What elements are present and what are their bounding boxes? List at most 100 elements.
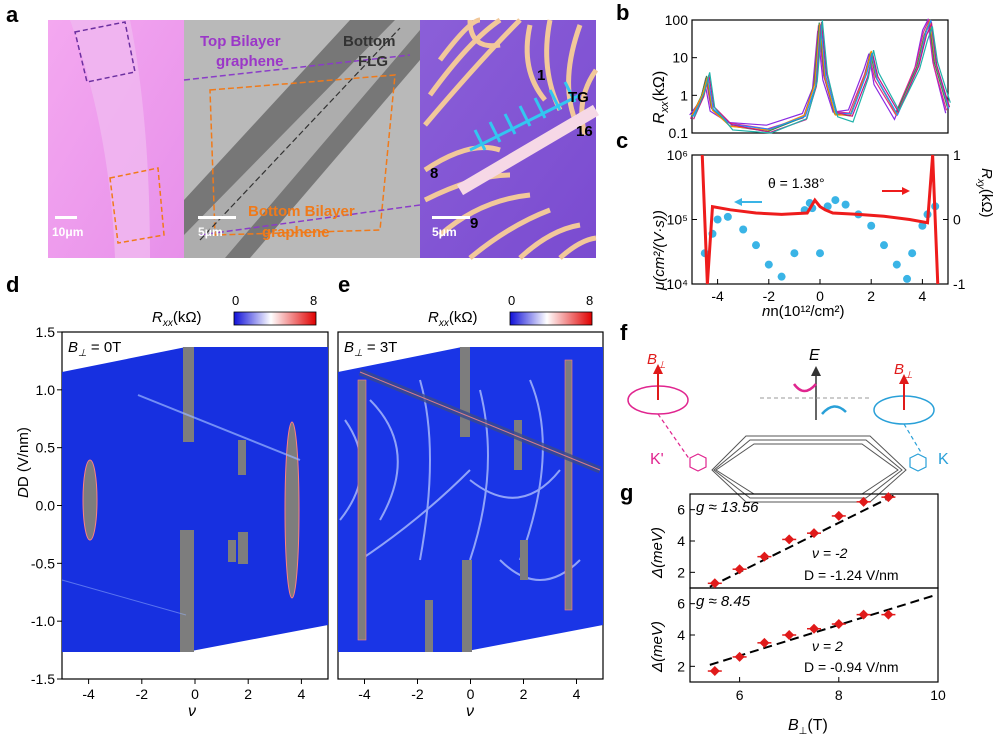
panel-label-c: c: [616, 128, 628, 153]
colorbar-min-e: 0: [508, 293, 515, 308]
g-data-point: [883, 609, 894, 620]
c-xtick-label: 2: [867, 288, 875, 304]
d-ytick-label: -0.5: [31, 555, 55, 571]
b-label-right: B⊥: [894, 361, 913, 381]
theta-label: θ = 1.38°: [768, 175, 825, 191]
hexagon-bands: [711, 435, 907, 503]
optical-image-1: 10μm: [48, 20, 184, 258]
contact-1-label: 1: [537, 67, 545, 84]
mobility-point: [841, 200, 850, 209]
g-data-point: [759, 551, 770, 562]
e-axes-xtick-label: -2: [411, 686, 424, 702]
g-data-point: [833, 619, 844, 630]
b-ytick-label: 10: [672, 50, 688, 66]
bottom-bilayer-outline-2: [209, 74, 396, 236]
c-xtick-label: -4: [711, 288, 724, 304]
top-bilayer-outline: [74, 21, 136, 83]
panel-e-plot: Rxx(kΩ) 0 8 B⊥ = 3T -4 -2 0 2 4 ν: [337, 293, 604, 720]
nu-top: ν = -2: [812, 545, 848, 561]
g-ytick-label: 6: [677, 502, 685, 518]
g-data-point: [709, 666, 720, 677]
g-ytick-label: 6: [677, 596, 685, 612]
e-axes-xtick-label: 0: [467, 686, 475, 702]
mobility-point: [790, 249, 799, 258]
d-bottom: D = -0.94 V/nm: [804, 659, 899, 675]
mobility-point: [723, 212, 732, 221]
panel-g-ylabel-top: Δ(meV): [649, 527, 666, 579]
k-band: [821, 405, 847, 415]
g-data-point: [858, 496, 869, 507]
panel-f-diagram: E B⊥ K' B⊥ K: [627, 347, 949, 503]
g-data-point: [784, 534, 795, 545]
e-axes-xtick-label: 4: [573, 686, 581, 702]
c-xtick-label: -2: [763, 288, 776, 304]
top-bilayer-label: Top Bilayer: [200, 33, 281, 50]
mobility-point: [880, 241, 888, 250]
colorbar-label-d: Rxx(kΩ): [152, 309, 202, 329]
g-ytick-label: 4: [677, 533, 685, 549]
mobility-point: [918, 221, 927, 230]
g-data-point: [833, 510, 844, 521]
g-data-point: [809, 623, 819, 634]
colorbar-d: [233, 311, 317, 326]
d-top: D = -1.24 V/nm: [804, 567, 899, 583]
mobility-point: [908, 249, 917, 258]
g-xtick-label: 6: [736, 687, 744, 703]
c-ytick-right-label: -1: [953, 276, 966, 292]
panel-c-xlabel: nn(10¹²/cm²): [762, 303, 845, 320]
c-ytick-left-label: 10⁵: [667, 212, 688, 228]
panel-c-ylabel-right: Rxy(kΩ): [975, 168, 995, 218]
panel-g-ylabel-bottom: Δ(meV): [649, 621, 666, 673]
panel-c-plot: μ(cm²/(V·s)) Rxy(kΩ) θ = 1.38° -4 -2 0 2 4 10…: [651, 147, 995, 320]
g-data-point: [734, 564, 745, 575]
bottom-bilayer-label: Bottom Bilayer: [248, 203, 355, 220]
contact-9-label: 9: [470, 215, 478, 232]
mobility-point: [764, 260, 773, 269]
mobility-point: [867, 221, 876, 230]
d-ytick-label: 1.0: [36, 382, 56, 398]
panel-d-plot: Rxx(kΩ) 0 8 B⊥ = 0T -4 -2 0 2 4 1.5 1.0 0.5 0.0 -…: [15, 293, 329, 720]
panel-g-plot: Δ(meV) Δ(meV) g ≈ 13.56 ν = -2 D = -1.24…: [649, 492, 946, 737]
mobility-point: [777, 272, 786, 281]
g-data-point: [759, 637, 770, 648]
d-axes-xtick-label: 0: [191, 686, 199, 702]
b-series-line: [689, 17, 947, 126]
g-ytick-label: 2: [677, 564, 685, 580]
panel-c-ylabel-left: μ(cm²/(V·s)): [651, 210, 668, 291]
g-data-point: [883, 492, 894, 503]
k-prime-label: K': [650, 451, 664, 468]
d-axes-xtick-label: -4: [82, 686, 95, 702]
colorbar-e: [509, 311, 593, 326]
field-label-d: B⊥ = 0T: [68, 339, 121, 359]
g-factor-top: g ≈ 13.56: [696, 499, 759, 516]
e-axes-xtick-label: 2: [520, 686, 528, 702]
nu-bottom: ν = 2: [812, 638, 843, 654]
mobility-point: [739, 225, 748, 234]
top-bilayer-label-2: graphene: [216, 53, 284, 70]
c-xtick-label: 4: [919, 288, 927, 304]
bottom-bilayer-label-2: graphene: [262, 224, 330, 241]
e-axes-xtick-label: -4: [358, 686, 371, 702]
g-ytick-label: 2: [677, 658, 685, 674]
g-data-point: [809, 528, 819, 539]
c-ytick-left-label: 10⁶: [667, 147, 688, 163]
g-xtick-label: 8: [835, 687, 843, 703]
c-xtick-label: 0: [816, 288, 824, 304]
mobility-point: [892, 260, 901, 269]
g-data-point: [858, 609, 869, 620]
k-prime-band: [792, 383, 817, 393]
b-label-left: B⊥: [647, 351, 666, 371]
g-data-point: [784, 630, 795, 640]
g-data-point: [734, 651, 745, 662]
scale-label-3: 5μm: [432, 225, 457, 239]
scale-bar: [55, 216, 77, 219]
colorbar-max-d: 8: [310, 293, 317, 308]
d-ytick-label: 0.5: [36, 440, 56, 456]
field-label-e: B⊥ = 3T: [344, 339, 397, 359]
d-ytick-label: 1.5: [36, 324, 56, 340]
optical-image-2: 5μm Top Bilayer graphene Bottom FLG Bott…: [183, 20, 421, 258]
g-factor-bottom: g ≈ 8.45: [696, 593, 751, 610]
scale-label-2: 5μm: [198, 225, 223, 239]
optical-image-3: 5μm 1 TG 16 8 9: [420, 17, 600, 260]
